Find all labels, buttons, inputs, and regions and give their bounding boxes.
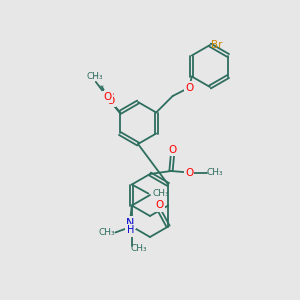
Text: CH₃: CH₃ [206, 168, 223, 177]
Text: methyl: methyl [99, 86, 104, 87]
Text: CH₃: CH₃ [86, 72, 103, 81]
Text: O: O [106, 96, 114, 106]
Text: methoxy: methoxy [99, 85, 105, 86]
Text: N: N [126, 218, 134, 228]
Text: CH₃: CH₃ [153, 189, 169, 198]
Text: CH₃: CH₃ [130, 244, 147, 253]
Text: O: O [105, 91, 113, 101]
Text: O: O [185, 82, 193, 93]
Text: Br: Br [211, 40, 222, 50]
Text: methoxy: methoxy [93, 76, 99, 77]
Text: O: O [103, 92, 111, 102]
Text: O: O [155, 200, 163, 211]
Text: CH₃: CH₃ [99, 228, 115, 237]
Text: H: H [127, 225, 134, 236]
Text: O: O [185, 167, 193, 178]
Text: O: O [168, 145, 177, 155]
